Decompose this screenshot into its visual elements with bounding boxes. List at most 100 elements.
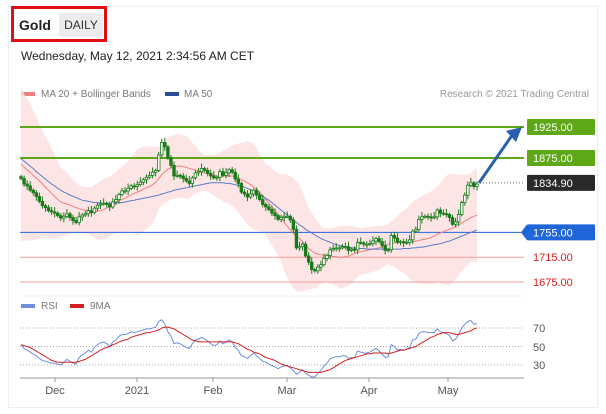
candle-body [251, 189, 256, 195]
candle-body [374, 238, 378, 242]
x-tick-label: Dec [45, 385, 65, 397]
datetime-label: Wednesday, May 12, 2021 2:34:56 AM CET [21, 49, 255, 63]
candle-body [310, 261, 314, 271]
rsi-ma-legend-label: 9MA [90, 301, 111, 312]
candle-body [65, 213, 69, 217]
candle-body [196, 171, 201, 174]
rsi-level-50: 50 [533, 342, 545, 354]
chart-frame [8, 6, 598, 408]
candle-body [264, 204, 268, 208]
x-tick-label: Mar [278, 385, 297, 397]
candle-body [435, 209, 439, 218]
x-tick-label: Apr [360, 385, 377, 397]
rsi-ma-legend-swatch [70, 304, 84, 308]
candle-body [450, 217, 455, 225]
candle-body [319, 264, 323, 268]
candle-body [438, 209, 442, 214]
candle-body [285, 215, 289, 218]
candle-body [276, 215, 280, 220]
candle-body [270, 209, 274, 214]
candle-body [258, 194, 262, 200]
candle-body [40, 200, 45, 207]
candle-body [236, 178, 240, 184]
candle-body [114, 199, 118, 203]
price-level-tag [527, 174, 595, 191]
price-level-label: 1834.90 [533, 178, 573, 190]
candle-body [395, 237, 400, 243]
candle-body [380, 241, 384, 246]
candle-body [135, 184, 139, 187]
candle-body [49, 210, 54, 213]
candle-body [261, 199, 265, 205]
rsi-line [20, 319, 478, 378]
price-level-layer [20, 126, 524, 283]
candle-body [62, 215, 66, 219]
candle-body [346, 246, 351, 251]
candle-body [193, 172, 198, 179]
candle-body [279, 217, 283, 220]
candle-body [352, 248, 357, 251]
period-button[interactable]: DAILY [59, 13, 103, 37]
legend-label-ma50: MA 50 [184, 89, 213, 100]
rsi-layer [20, 319, 524, 378]
candle-body [300, 243, 305, 248]
candle-body [432, 216, 436, 219]
candle-body [325, 254, 329, 259]
candle-body [303, 243, 308, 257]
candle-body [291, 219, 296, 230]
rsi-level-30: 30 [533, 360, 545, 372]
candle-body [398, 241, 403, 244]
price-level-label: 1925.00 [533, 122, 573, 134]
candle-body [117, 194, 121, 200]
candle-body [475, 183, 479, 187]
candle-body [472, 182, 476, 187]
candle-body [386, 249, 390, 252]
candle-body [68, 213, 72, 218]
candle-body [43, 205, 48, 209]
candle-body [104, 202, 109, 205]
x-tick-label: 2021 [125, 385, 149, 397]
price-level-tag [527, 119, 595, 135]
candle-body [132, 185, 136, 188]
candle-body [178, 174, 182, 177]
x-tick-label: Feb [204, 385, 223, 397]
candle-body [101, 202, 106, 205]
candle-body [144, 176, 149, 181]
candle-body [83, 213, 87, 216]
candle-body [392, 235, 397, 239]
candle-body [169, 157, 173, 166]
candle-body [212, 175, 216, 179]
candle-body [242, 191, 247, 195]
candle-body [80, 214, 84, 218]
candle-body [254, 189, 259, 196]
candle-body [288, 215, 293, 221]
price-level-tag [527, 224, 595, 241]
candle-body [407, 239, 412, 243]
candle-body [71, 217, 75, 222]
candle-body [89, 210, 94, 213]
candle-body [404, 241, 409, 244]
candle-body [215, 176, 219, 179]
candle-body [19, 176, 23, 179]
candle-body [120, 190, 124, 195]
candle-body [129, 185, 133, 189]
candle-body [147, 174, 152, 178]
candle-body [441, 212, 446, 215]
candle-body [322, 258, 326, 266]
candle-body [466, 184, 470, 196]
candle-body [175, 174, 179, 177]
candle-body [297, 246, 302, 249]
candle-body [190, 177, 195, 184]
candle-body [28, 185, 32, 191]
candle-body [417, 218, 421, 230]
candle-body [205, 169, 210, 174]
candle-body [59, 215, 63, 219]
candle-body [230, 169, 234, 173]
projection-arrow-layer [477, 127, 522, 184]
candle-body [334, 247, 338, 250]
price-level-label: 1755.00 [533, 227, 573, 239]
candle-body [331, 248, 335, 251]
candle-body [365, 243, 369, 246]
price-level-tag-pointer [521, 224, 527, 241]
